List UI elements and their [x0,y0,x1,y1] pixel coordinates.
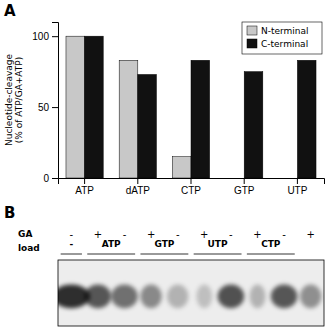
group-label: - [69,239,73,249]
bar-series [66,36,191,178]
x-tick-label: ATP [75,185,94,196]
y-axis-title-line: (% of ATP/GA+ATP) [14,57,24,143]
gel-band [140,284,161,308]
x-axis: ATP dATP CTP GTP UTP [59,178,325,196]
gel-band [111,284,138,308]
gel-bands [58,284,321,308]
y-tick: 100 [32,31,58,42]
legend-label: C-terminal [261,39,308,49]
group-underline [194,254,242,255]
y-axis-title: Nucleotide-cleavage(% of ATP/GA+ATP) [4,54,24,147]
x-tick: CTP [181,178,201,196]
legend-item: N-terminal [247,26,309,36]
bar [279,178,298,179]
x-tick-label: CTP [181,185,201,196]
x-tick: UTP [287,178,307,196]
y-axis-line [52,23,59,179]
group-label: UTP [208,239,228,249]
x-tick-mark [84,178,85,184]
lane-condition: + [200,229,208,240]
bar [191,60,210,178]
lane-condition: + [307,229,315,240]
x-tick-mark [244,178,245,184]
lane-condition: - [282,229,286,240]
group-underline [247,254,295,255]
bar [226,178,245,179]
gel-band [250,284,266,308]
lane-condition: + [147,229,155,240]
bar [138,74,157,178]
x-axis-line [59,179,325,185]
row-label: load [18,243,40,253]
bar [297,60,316,178]
x-tick-label: GTP [234,185,255,196]
figure: A 0 50 100 ATP dATP CTP GTP UTP Nucleotide-cleava… [0,0,332,335]
gel-band [271,284,298,308]
panel-title: B [4,204,15,222]
group-label: CTP [261,239,281,249]
bars [66,36,316,178]
x-tick-mark [297,178,298,184]
lane-condition: - [176,229,180,240]
group-underline [87,254,135,255]
x-tick-mark [191,178,192,184]
x-tick-label: dATP [126,185,151,196]
y-axis: 0 50 100 [32,23,58,184]
bar [172,157,191,178]
y-tick: 50 [38,102,58,113]
y-tick-mark [52,107,58,108]
group-label: ATP [102,239,121,249]
bar-series [85,36,316,178]
x-tick: ATP [75,178,94,196]
y-tick-label: 100 [32,31,49,42]
group-underline [61,254,82,255]
bar [244,72,263,178]
lane-condition: - [69,229,73,240]
group-underline [140,254,188,255]
lane-condition: + [253,229,261,240]
legend-swatch [247,39,257,48]
gel-band [85,284,112,308]
lane-conditions: - + - + - + - + - + [69,229,314,240]
x-tick-mark [137,178,138,184]
legend-frame [242,22,322,54]
panel-title: A [4,2,16,20]
gel-band [218,284,245,308]
y-tick-label: 0 [43,173,49,184]
group-label: GTP [154,239,174,249]
y-tick-label: 50 [38,102,50,113]
lane-condition: - [229,229,233,240]
lane-condition: - [123,229,127,240]
legend-label: N-terminal [261,26,309,36]
x-tick: dATP [126,178,151,196]
bar [85,36,104,178]
legend-item: C-terminal [247,39,308,49]
lane-groups: - ATP GTP UTP CTP [61,239,295,254]
gel-band [196,284,212,308]
legend-swatch [247,26,257,35]
bar [119,60,138,178]
y-axis-title-line: Nucleotide-cleavage [4,54,14,147]
gel-band [300,284,321,308]
row-label: GA [18,229,32,239]
gel-background [58,260,324,326]
y-tick-mark [52,178,58,179]
gel-band [167,284,188,308]
y-tick-mark [52,36,58,37]
gel-frame [58,260,324,326]
lane-condition: + [94,229,102,240]
bar [66,36,85,178]
x-tick: GTP [234,178,255,196]
legend: N-terminal C-terminal [242,22,322,54]
x-tick-label: UTP [287,185,307,196]
y-tick: 0 [43,173,58,184]
